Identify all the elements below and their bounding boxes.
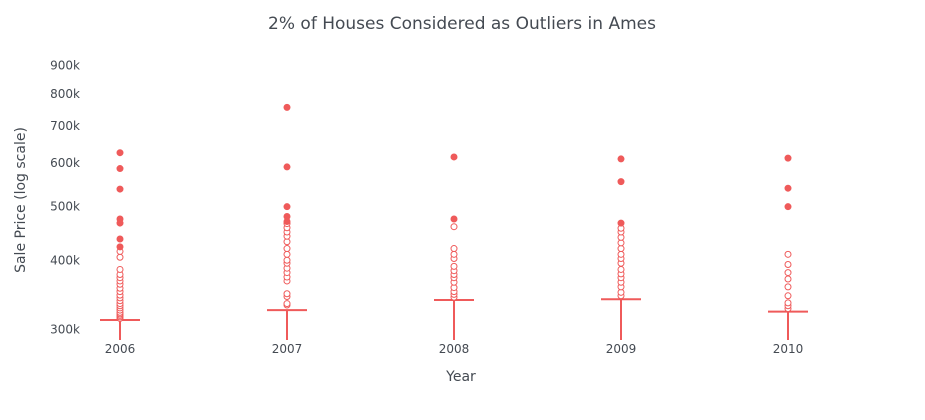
x-tick-label: 2010 (773, 342, 804, 356)
outlier-point-filled[interactable] (283, 203, 291, 211)
x-axis-label: Year (445, 369, 476, 385)
x-axis-ticks: 2006 2007 2008 2009 2010 (105, 342, 804, 356)
outlier-point-filled[interactable] (116, 215, 124, 223)
outlier-point-filled[interactable] (116, 149, 124, 157)
y-tick-label: 700k (50, 119, 80, 133)
outlier-point[interactable] (617, 245, 625, 253)
outlier-point[interactable] (784, 261, 792, 269)
y-axis-label: Sale Price (log scale) (13, 127, 29, 273)
outlier-point-filled[interactable] (283, 212, 291, 220)
y-tick-label: 500k (50, 200, 80, 214)
outlier-point-filled[interactable] (784, 154, 792, 162)
outlier-point-filled[interactable] (617, 219, 625, 227)
outlier-point-filled[interactable] (116, 243, 124, 251)
outlier-point-filled[interactable] (116, 235, 124, 243)
outlier-point-filled[interactable] (450, 153, 458, 161)
outlier-point[interactable] (784, 269, 792, 277)
outlier-point[interactable] (450, 250, 458, 258)
box-group-2006 (100, 149, 140, 340)
outlier-point[interactable] (784, 250, 792, 258)
y-tick-label: 900k (50, 59, 80, 73)
outlier-point-filled[interactable] (283, 103, 291, 111)
outlier-point-filled[interactable] (617, 155, 625, 163)
x-tick-label: 2007 (272, 342, 303, 356)
y-axis-ticks: 300k 400k 500k 600k 700k 800k 900k (50, 59, 80, 337)
outlier-point[interactable] (116, 265, 124, 273)
outlier-point-filled[interactable] (784, 203, 792, 211)
outlier-point-filled[interactable] (283, 163, 291, 171)
outlier-point[interactable] (283, 300, 291, 308)
box-group-2009 (601, 155, 641, 340)
outlier-point[interactable] (784, 299, 792, 307)
outlier-point[interactable] (283, 250, 291, 258)
outlier-point[interactable] (116, 253, 124, 261)
outlier-point[interactable] (784, 275, 792, 283)
outlier-point[interactable] (784, 292, 792, 300)
box-group-2010 (768, 154, 808, 340)
y-tick-label: 600k (50, 156, 80, 170)
outlier-point[interactable] (450, 262, 458, 270)
outlier-point[interactable] (450, 245, 458, 253)
x-tick-label: 2008 (439, 342, 470, 356)
outlier-point-filled[interactable] (450, 215, 458, 223)
y-tick-label: 800k (50, 87, 80, 101)
x-tick-label: 2006 (105, 342, 136, 356)
box-group-2008 (434, 153, 474, 340)
box-group-2007 (267, 103, 307, 340)
outlier-point[interactable] (617, 265, 625, 273)
outlier-point[interactable] (283, 256, 291, 264)
outlier-point[interactable] (784, 283, 792, 291)
outlier-point-filled[interactable] (116, 185, 124, 193)
outlier-point[interactable] (283, 245, 291, 253)
chart-title: 2% of Houses Considered as Outliers in A… (268, 14, 656, 34)
outlier-point[interactable] (450, 223, 458, 231)
outlier-point-filled[interactable] (617, 178, 625, 186)
outlier-point-filled[interactable] (784, 184, 792, 192)
outlier-point-filled[interactable] (116, 165, 124, 173)
plot-area (100, 103, 808, 340)
outlier-point[interactable] (283, 290, 291, 298)
outlier-point[interactable] (617, 250, 625, 258)
y-tick-label: 300k (50, 322, 80, 336)
y-tick-label: 400k (50, 253, 80, 267)
x-tick-label: 2009 (606, 342, 637, 356)
